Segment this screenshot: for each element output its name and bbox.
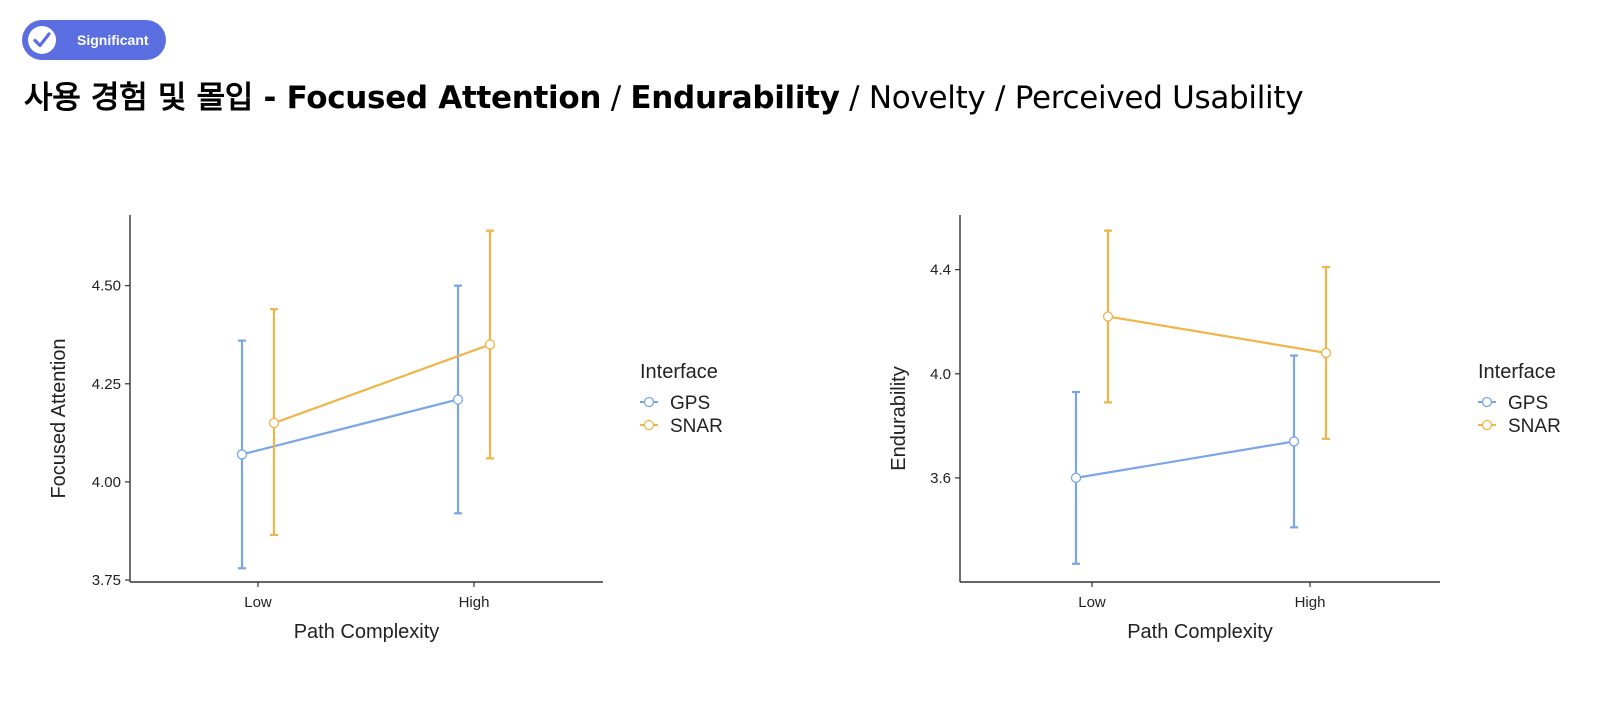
y-tick-label: 3.75 <box>92 572 121 589</box>
legend-label-snar: SNAR <box>1508 416 1561 437</box>
check-icon <box>28 26 56 54</box>
x-tick-label: Low <box>1078 594 1106 611</box>
data-point <box>1102 311 1114 322</box>
series-gps <box>236 284 464 570</box>
chart-1: 3.75 4.00 4.25 4.50 Low High Path Complexity Fo… <box>48 215 723 643</box>
significant-badge: Significant <box>22 20 166 60</box>
series-gps <box>1070 354 1300 565</box>
title-endurability: Endurability <box>630 80 840 116</box>
y-tick-label: 4.0 <box>930 366 951 383</box>
legend-key-marker <box>643 419 655 431</box>
x-tick-label: High <box>1295 594 1326 611</box>
series-line <box>273 343 491 425</box>
series-line <box>1107 315 1327 355</box>
x-axis-title: Path Complexity <box>294 621 440 643</box>
data-point <box>1070 472 1082 484</box>
y-tick-label: 4.25 <box>92 376 121 393</box>
y-axis-title: Focused Attention <box>48 338 70 498</box>
series-snar <box>1102 229 1332 440</box>
data-point <box>484 339 496 350</box>
data-point <box>268 417 280 429</box>
legend-label-snar: SNAR <box>670 416 723 437</box>
title-focused-attention: Focused Attention <box>286 80 602 116</box>
legend-key-marker <box>1481 396 1493 408</box>
title-rest: / Novelty / Perceived Usability <box>839 80 1304 116</box>
badge-label: Significant <box>77 32 149 48</box>
series-snar <box>268 229 496 536</box>
x-axis-title: Path Complexity <box>1127 621 1273 643</box>
series-line <box>241 398 459 456</box>
y-tick-label: 4.00 <box>92 474 121 491</box>
title-separator: / <box>601 80 631 116</box>
y-tick-label: 3.6 <box>930 470 951 487</box>
x-tick-label: High <box>459 594 490 611</box>
series-line <box>1075 440 1295 479</box>
legend-title: Interface <box>1478 361 1556 383</box>
data-point <box>452 394 464 405</box>
title-prefix: 사용 경험 및 몰입 - <box>24 80 287 116</box>
legend-key-marker <box>643 396 655 408</box>
page-title: 사용 경험 및 몰입 - Focused Attention / Endurab… <box>24 72 1304 117</box>
y-tick-label: 4.4 <box>930 262 951 279</box>
x-tick-label: Low <box>244 594 272 611</box>
data-point <box>1288 436 1300 447</box>
y-tick-label: 4.50 <box>92 278 121 295</box>
data-point <box>236 449 248 460</box>
chart-2: 3.6 4.0 4.4 Low High Path Complexity Endurabil… <box>888 215 1561 643</box>
legend-label-gps: GPS <box>670 393 710 414</box>
data-point <box>1320 347 1332 359</box>
y-axis-title: Endurability <box>888 366 910 471</box>
legend-title: Interface <box>640 361 718 383</box>
legend-key-marker <box>1481 419 1493 431</box>
legend-label-gps: GPS <box>1508 393 1548 414</box>
